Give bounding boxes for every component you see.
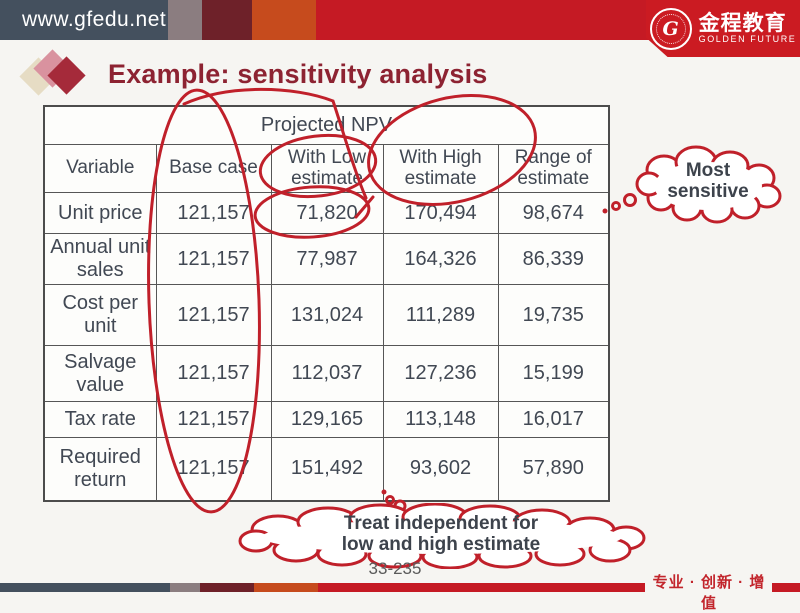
footer-slogan: 专业 · 创新 · 增值 [652, 574, 766, 612]
footbar-red-segment [318, 583, 645, 592]
value-cell: 121,157 [155, 192, 272, 234]
value-cell: 151,492 [270, 437, 384, 501]
value-cell: 19,735 [497, 284, 610, 346]
col-header-low-estimate: With Low estimate [270, 144, 384, 193]
table-row: Unit price 121,157 71,820 170,494 98,674 [43, 192, 610, 234]
most-sensitive-label: Most sensitive [667, 159, 749, 202]
table-row: Annual unit sales 121,157 77,987 164,326 86,… [43, 233, 610, 285]
brand-text: 金程教育 GOLDEN FUTURE [698, 11, 797, 44]
value-cell: 86,339 [497, 233, 610, 285]
topbar-maroon-segment [202, 0, 252, 40]
most-sensitive-callout: Most sensitive [628, 140, 788, 226]
value-cell: 16,017 [497, 401, 610, 438]
variable-cell: Cost per unit [43, 284, 157, 346]
value-cell: 164,326 [382, 233, 499, 285]
page-title: Example: sensitivity analysis [108, 58, 488, 89]
value-cell: 113,148 [382, 401, 499, 438]
value-cell: 98,674 [497, 192, 610, 234]
topbar-orange-segment [252, 0, 316, 40]
footbar-maroon-segment [200, 583, 254, 592]
footbar-slate-segment [0, 583, 170, 592]
table-title: Projected NPV [43, 105, 610, 145]
value-cell: 121,157 [155, 437, 272, 501]
value-cell: 111,289 [382, 284, 499, 346]
golden-future-seal-icon: G [649, 7, 692, 50]
footbar-red-end-segment [772, 583, 800, 592]
value-cell: 121,157 [155, 401, 272, 438]
value-cell: 77,987 [270, 233, 384, 285]
value-cell: 121,157 [155, 233, 272, 285]
website-url: www.gfedu.net [22, 8, 167, 31]
projected-npv-table: Projected NPV Variable Base case With Lo… [43, 105, 610, 502]
value-cell: 71,820 [270, 192, 384, 234]
value-cell: 131,024 [270, 284, 384, 346]
slide-title-row: Example: sensitivity analysis [19, 49, 488, 98]
table-title-row: Projected NPV [43, 105, 610, 145]
value-cell: 112,037 [270, 345, 384, 402]
npv-table-body: Unit price 121,157 71,820 170,494 98,674 Annu… [43, 192, 610, 501]
footbar-orange-segment [254, 583, 318, 592]
treat-independent-label: Treat independent for low and high estim… [230, 503, 652, 569]
col-header-high-estimate: With High estimate [382, 144, 499, 193]
value-cell: 121,157 [155, 345, 272, 402]
value-cell: 93,602 [382, 437, 499, 501]
variable-cell: Unit price [43, 192, 157, 234]
col-header-range: Range of estimate [497, 144, 610, 193]
topbar-slate-segment: www.gfedu.net [0, 0, 168, 40]
table-row: Required return 121,157 151,492 93,602 57,89… [43, 437, 610, 501]
thought-dot-right-mid [611, 201, 621, 211]
treat-independent-line1: Treat independent for [343, 512, 539, 534]
footbar-gray-segment [170, 583, 200, 592]
cloud-shape [635, 145, 782, 224]
topbar-gray-segment [168, 0, 202, 40]
value-cell: 121,157 [155, 284, 272, 346]
page-number: 33-235 [368, 559, 422, 578]
table-row: Cost per unit 121,157 131,024 111,289 19,735 [43, 284, 610, 346]
variable-cell: Annual unit sales [43, 233, 157, 285]
variable-cell: Tax rate [43, 401, 157, 438]
col-header-variable: Variable [43, 144, 157, 193]
cloud-shape [238, 503, 646, 569]
table-row: Salvage value 121,157 112,037 127,236 15,199 [43, 345, 610, 402]
variable-cell: Required return [43, 437, 157, 501]
col-header-base-case: Base case [155, 144, 272, 193]
table-header-row: Variable Base case With Low estimate Wit… [43, 144, 610, 193]
diamond-bullet-icon [19, 49, 96, 98]
treat-independent-line2: low and high estimate [341, 534, 541, 555]
footer-bar [0, 583, 800, 592]
brand-logo: G 金程教育 GOLDEN FUTURE [646, 0, 800, 57]
value-cell: 15,199 [497, 345, 610, 402]
value-cell: 127,236 [382, 345, 499, 402]
treat-independent-callout: Treat independent for low and high estim… [230, 503, 652, 569]
value-cell: 57,890 [497, 437, 610, 501]
brand-name-english: GOLDEN FUTURE [698, 33, 797, 44]
seal-monogram: G [662, 17, 679, 40]
brand-name-chinese: 金程教育 [698, 11, 787, 35]
value-cell: 170,494 [382, 192, 499, 234]
value-cell: 129,165 [270, 401, 384, 438]
table-row: Tax rate 121,157 129,165 113,148 16,017 [43, 401, 610, 438]
variable-cell: Salvage value [43, 345, 157, 402]
